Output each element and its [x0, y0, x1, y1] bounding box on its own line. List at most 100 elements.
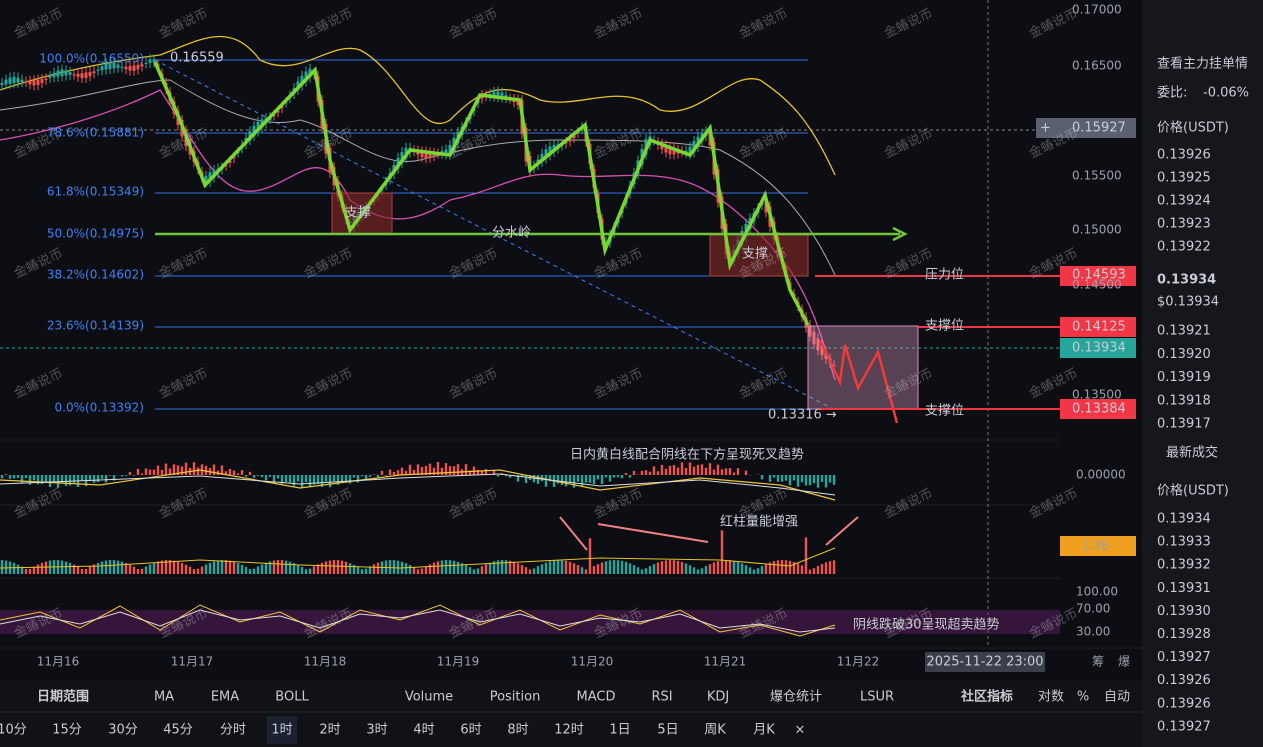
x-label: 11月16 — [37, 655, 80, 669]
interval[interactable]: 5日 — [657, 723, 678, 738]
interval[interactable]: 15分 — [52, 723, 82, 738]
price-box — [1060, 338, 1136, 358]
macd-bar — [248, 471, 252, 475]
toolbar-item[interactable]: Position — [490, 690, 541, 705]
vol-bar — [264, 562, 268, 574]
vol-bar — [624, 561, 628, 574]
toolbar-item[interactable]: RSI — [651, 690, 672, 705]
macd-bar — [596, 475, 600, 480]
macd-bar — [776, 475, 780, 482]
price-box-label: 0.13384 — [1072, 402, 1126, 417]
candle-body — [820, 345, 824, 356]
vol-bar — [764, 564, 768, 574]
boll-upper — [0, 35, 836, 176]
candle-body — [68, 72, 72, 75]
price-label: 0.15500 — [1072, 169, 1122, 183]
toolbar-item[interactable]: 自动 — [1104, 690, 1130, 705]
macd-bar — [92, 475, 96, 483]
macd-bar — [392, 472, 396, 475]
toolbar-item[interactable]: 爆仓统计 — [770, 690, 822, 705]
macd-bar — [760, 475, 764, 480]
toolbar-item[interactable]: LSUR — [860, 690, 894, 705]
macd-bar — [600, 475, 604, 485]
toolbar-item[interactable]: EMA — [211, 690, 239, 705]
macd-bar — [716, 464, 720, 475]
macd-bar — [380, 470, 384, 475]
macd-bar — [616, 475, 620, 478]
bid: 0.13919 — [1157, 370, 1211, 385]
interval[interactable]: 3时 — [366, 723, 387, 738]
candle-body — [816, 338, 820, 351]
macd-bar — [484, 468, 488, 475]
candle-body — [24, 81, 28, 83]
toolbar-item[interactable]: Volume — [405, 690, 453, 705]
vol-bar — [596, 564, 600, 574]
annotation: 阴线跌破30呈现超卖趋势 — [853, 617, 1000, 633]
vol-bar — [356, 567, 360, 574]
macd-bar — [688, 462, 692, 475]
toolbar-item[interactable]: MACD — [577, 690, 616, 705]
interval[interactable]: 4时 — [413, 723, 434, 738]
vol-bar — [812, 568, 816, 574]
macd-bar — [708, 463, 712, 475]
toolbar-item[interactable]: % — [1077, 690, 1089, 705]
toolbar-item[interactable]: 社区指标 — [960, 689, 1013, 705]
interval[interactable]: 6时 — [460, 723, 481, 738]
macd-bar — [640, 470, 644, 475]
interval[interactable]: 12时 — [554, 723, 584, 738]
annotation: 红柱量能增强 — [720, 514, 798, 530]
macd-bar — [428, 463, 432, 475]
interval[interactable]: 1时 — [271, 723, 292, 738]
macd-bar — [808, 475, 812, 486]
indicator-label: 0.00000 — [1076, 468, 1126, 482]
macd-bar — [320, 475, 324, 487]
vol-bar — [580, 567, 584, 574]
interval[interactable]: × — [795, 723, 806, 738]
interval[interactable]: 分时 — [220, 723, 246, 738]
toolbar-item[interactable]: 日期范围 — [37, 689, 89, 705]
toolbar-item[interactable]: 对数 — [1038, 690, 1064, 705]
interval[interactable]: 10分 — [0, 723, 27, 738]
candle-body — [84, 72, 88, 78]
vol-bar — [444, 560, 448, 574]
candle-body — [76, 73, 80, 77]
interval[interactable]: 8时 — [507, 723, 528, 738]
vol-bar — [60, 560, 64, 574]
vol-bar — [364, 568, 368, 574]
price-label: 0.13500 — [1072, 388, 1122, 402]
candle-body — [44, 78, 48, 80]
macd-bar — [340, 475, 344, 483]
macd-bar — [64, 475, 68, 486]
toolbar-item[interactable]: KDJ — [707, 690, 729, 705]
candle-body — [40, 79, 44, 84]
bid: 0.13918 — [1157, 393, 1211, 408]
macd-bar — [584, 475, 588, 483]
trade: 0.13932 — [1157, 558, 1211, 573]
macd-bar — [724, 468, 728, 475]
macd-bar — [456, 464, 460, 475]
macd-bar — [680, 462, 684, 475]
vol-bar — [464, 565, 468, 574]
candle-body — [128, 66, 132, 71]
candle-body — [672, 148, 676, 155]
vol-bar — [412, 567, 416, 574]
candle-body — [516, 99, 520, 105]
header: 价格(USDT) — [1157, 483, 1229, 499]
toolbar-item[interactable]: MA — [154, 690, 174, 705]
active-tab — [267, 716, 297, 744]
indicator-label: 30.00 — [1076, 625, 1110, 639]
interval[interactable]: 2时 — [319, 723, 340, 738]
interval[interactable]: 45分 — [163, 723, 193, 738]
candle-body — [28, 80, 32, 85]
macd-bar — [772, 475, 776, 478]
vol-bar — [612, 560, 616, 574]
vol-bar — [440, 560, 444, 574]
vol-bar — [368, 566, 372, 574]
interval[interactable]: 30分 — [108, 723, 138, 738]
interval[interactable]: 周K — [704, 723, 726, 738]
interval[interactable]: 月K — [753, 723, 775, 738]
toolbar-item[interactable]: BOLL — [275, 690, 309, 705]
candle-body — [272, 114, 276, 116]
interval[interactable]: 1日 — [609, 723, 630, 738]
vol-bar — [512, 561, 516, 574]
